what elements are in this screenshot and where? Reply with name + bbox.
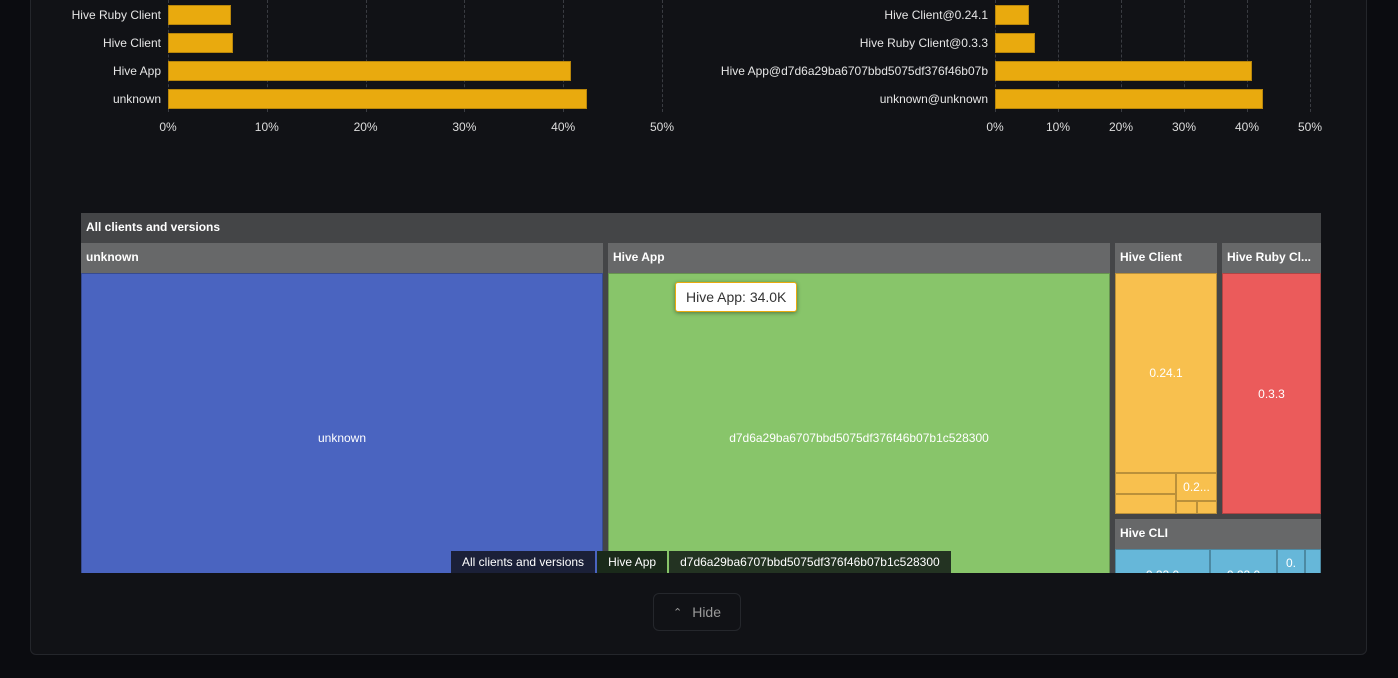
- bar[interactable]: [995, 61, 1253, 81]
- gridline: [464, 0, 466, 112]
- gridline: [563, 0, 565, 112]
- group-header-hive-client[interactable]: Hive Client: [1115, 243, 1217, 273]
- y-category-label: Hive Client@0.24.1: [884, 8, 988, 22]
- x-tick-label: 10%: [254, 120, 279, 134]
- treemap-cell[interactable]: [1305, 549, 1321, 573]
- breadcrumb-item[interactable]: All clients and versions: [451, 551, 598, 573]
- x-tick-label: 30%: [1171, 120, 1197, 134]
- bar[interactable]: [995, 33, 1035, 53]
- gridline: [365, 0, 367, 112]
- x-tick-label: 0%: [986, 120, 1004, 134]
- x-tick-label: 50%: [649, 120, 675, 134]
- x-tick-label: 10%: [1045, 120, 1071, 134]
- treemap-cell[interactable]: 0.24.1: [1115, 273, 1217, 473]
- x-tick-label: 20%: [1108, 120, 1134, 134]
- y-category-label: Hive Ruby Client: [71, 8, 161, 22]
- y-category-label: Hive Ruby Client@0.3.3: [859, 36, 988, 50]
- treemap-cell[interactable]: [1115, 473, 1176, 494]
- gridline: [168, 0, 169, 112]
- breadcrumb-item: d7d6a29ba6707bbd5075df376f46b07b1c528300: [669, 551, 951, 573]
- gridline: [266, 0, 268, 112]
- treemap-cell[interactable]: 0.3.3: [1222, 273, 1321, 514]
- treemap-cell[interactable]: unknown: [81, 273, 603, 573]
- breadcrumb-item[interactable]: Hive App: [597, 551, 670, 573]
- x-tick-label: 30%: [452, 120, 477, 134]
- y-category-label: Hive App: [112, 64, 161, 78]
- treemap-cell[interactable]: [1115, 494, 1176, 514]
- group-header-unknown[interactable]: unknown: [81, 243, 603, 273]
- x-tick-label: 40%: [551, 120, 576, 134]
- treemap-cell[interactable]: [1176, 501, 1197, 514]
- gridline: [1247, 0, 1248, 112]
- gridline: [1184, 0, 1185, 112]
- y-category-label: unknown: [112, 92, 161, 106]
- y-category-label: unknown@unknown: [879, 92, 988, 106]
- bar[interactable]: [168, 89, 587, 109]
- gridline: [1310, 0, 1311, 112]
- y-category-label: Hive Client: [102, 36, 161, 50]
- y-category-label: Hive App@d7d6a29ba6707bbd5075df376f46b07…: [720, 64, 988, 78]
- x-tick-label: 20%: [353, 120, 378, 134]
- group-header-hive-ruby-client[interactable]: Hive Ruby Cl...: [1222, 243, 1321, 273]
- chevron-up-icon: ⌃: [672, 606, 683, 619]
- treemap-root-header[interactable]: All clients and versions: [81, 213, 1321, 243]
- bar[interactable]: [995, 89, 1263, 109]
- treemap-cell[interactable]: 0.2...: [1176, 473, 1217, 501]
- gridline: [1058, 0, 1059, 112]
- bar[interactable]: [168, 61, 572, 81]
- treemap-cell[interactable]: 0.: [1277, 549, 1305, 573]
- group-header-hive-cli[interactable]: Hive CLI: [1115, 519, 1321, 549]
- gridline: [1121, 0, 1122, 112]
- x-tick-label: 0%: [159, 120, 177, 134]
- group-header-hive-app[interactable]: Hive App: [608, 243, 1110, 273]
- gridline: [995, 0, 996, 112]
- hide-label: Hide: [692, 604, 721, 620]
- treemap: All clients and versions unknown unknown…: [81, 213, 1321, 573]
- x-tick-label: 50%: [1297, 120, 1323, 134]
- gridline: [662, 0, 663, 112]
- bar[interactable]: [168, 33, 234, 53]
- bar[interactable]: [168, 5, 232, 25]
- tooltip: Hive App: 34.0K: [675, 282, 798, 312]
- treemap-cell[interactable]: [1197, 501, 1217, 514]
- breadcrumb: All clients and versions Hive App d7d6a2…: [451, 551, 951, 573]
- x-tick-label: 40%: [1234, 120, 1260, 134]
- bar[interactable]: [995, 5, 1030, 25]
- treemap-cell[interactable]: 0.22.0: [1210, 549, 1277, 573]
- hide-button[interactable]: ⌃ Hide: [653, 593, 741, 631]
- treemap-cell[interactable]: d7d6a29ba6707bbd5075df376f46b07b1c528300: [608, 273, 1110, 573]
- treemap-cell[interactable]: 0.22.0: [1115, 549, 1210, 573]
